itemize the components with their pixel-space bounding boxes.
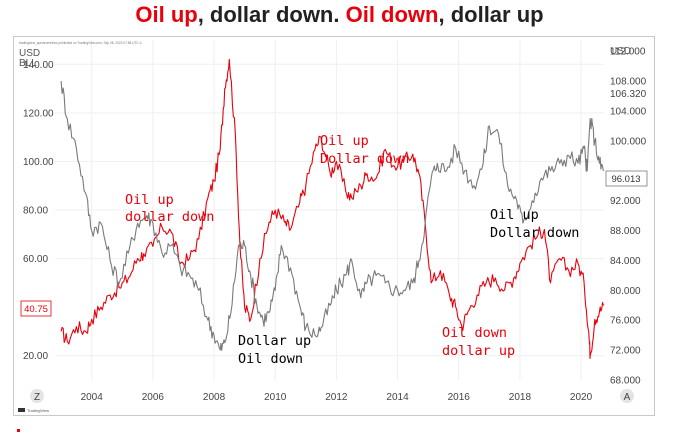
annotation-5-line-2: dollar up — [442, 343, 515, 359]
right-tick-label: 76.000 — [610, 316, 641, 327]
tradingview-logo: TradingView — [18, 408, 49, 413]
zoom-z-button[interactable]: Z — [30, 389, 44, 403]
x-tick-label: 2014 — [386, 392, 409, 403]
right-tick-label: 104.000 — [610, 106, 647, 117]
annotation-2-line-1: Oil up — [320, 133, 369, 149]
annotation-1-line-1: Oil up — [125, 192, 174, 208]
oil-series-line — [60, 58, 605, 359]
left-tick-label: 140.00 — [23, 60, 54, 71]
left-tick-label: 20.00 — [23, 351, 48, 362]
left-tick-label: 60.00 — [23, 254, 48, 265]
zoom-z-label: Z — [34, 392, 40, 403]
left-tick-label: 80.00 — [23, 206, 48, 217]
right-tick-label: 68.000 — [610, 376, 641, 387]
tradingview-logo-text: TradingView — [27, 408, 49, 413]
left-axis-unit-usd: USD — [19, 48, 40, 59]
dollar-price-label-text: 96.013 — [611, 174, 640, 185]
annotation-oil-down-dollar-up: Oil down dollar up — [442, 325, 515, 359]
right-tick-label: 100.000 — [610, 136, 647, 147]
series-layer — [60, 58, 605, 359]
left-tick-label: 120.00 — [23, 108, 54, 119]
x-tick-label: 2016 — [448, 392, 471, 403]
dollar-price-label: 96.013 — [605, 170, 648, 187]
annotation-dollar-up-oil-down: Dollar up Oil down — [238, 333, 311, 367]
annotation-3-line-1: Dollar up — [238, 333, 311, 349]
annotation-1-line-2: dollar down — [125, 209, 214, 225]
annotation-2-line-2: Dollar down — [320, 151, 409, 167]
left-tick-label: 100.00 — [23, 157, 54, 168]
annotation-oil-up-dollar-down-2: Oil up Dollar down — [320, 133, 409, 167]
annotation-3-line-2: Oil down — [238, 351, 303, 367]
x-tick-label: 2020 — [570, 392, 593, 403]
auto-scale-a-button[interactable]: A — [620, 389, 634, 403]
auto-scale-a-label: A — [624, 392, 631, 403]
right-axis-unit-usd: USD — [610, 46, 631, 57]
axes: 2004 2006 2008 2010 2012 2014 2016 2018 2020 140.… — [23, 47, 647, 403]
annotation-4-line-2: Dollar down — [490, 225, 579, 241]
annotation-4-line-1: Oil up — [490, 207, 539, 223]
oil-price-label: 40.75 — [20, 300, 52, 317]
right-tick-label: 88.000 — [610, 226, 641, 237]
right-tick-label: 80.000 — [610, 286, 641, 297]
title-part-oil-up: Oil up — [135, 2, 198, 27]
annotation-5-line-1: Oil down — [442, 325, 507, 341]
dollar-series-line — [60, 81, 605, 351]
x-tick-label: 2012 — [325, 392, 348, 403]
right-tick-label: 108.000 — [610, 77, 647, 88]
right-tick-label: 106.320 — [610, 89, 647, 100]
title-part-dollar-up: , dollar up — [438, 2, 544, 27]
chart-frame — [13, 36, 655, 416]
slide-title: Oil up, dollar down. Oil down, dollar up — [0, 2, 679, 28]
left-axis-unit-bll: BLL — [19, 58, 37, 69]
right-tick-label: 72.000 — [610, 346, 641, 357]
title-part-oil-down: Oil down — [345, 2, 439, 27]
right-tick-label: 92.000 — [610, 196, 641, 207]
x-tick-label: 2004 — [81, 392, 104, 403]
x-tick-label: 2008 — [203, 392, 226, 403]
x-tick-label: 2018 — [509, 392, 532, 403]
attribution-text: tradingview_spectrometrics published on … — [19, 41, 142, 45]
right-tick-label: 84.000 — [610, 256, 641, 267]
annotation-oil-up-dollar-down-3: Oil up Dollar down — [490, 207, 579, 241]
annotation-oil-up-dollar-down-1: Oil up dollar down — [125, 192, 214, 225]
x-tick-label: 2006 — [142, 392, 165, 403]
bullet-dot — [17, 429, 20, 432]
grid — [55, 40, 604, 380]
right-tick-label: 112.000 — [610, 47, 646, 58]
oil-price-label-text: 40.75 — [24, 304, 48, 315]
x-tick-label: 2010 — [264, 392, 287, 403]
title-part-dollar-down: , dollar down. — [197, 2, 346, 27]
